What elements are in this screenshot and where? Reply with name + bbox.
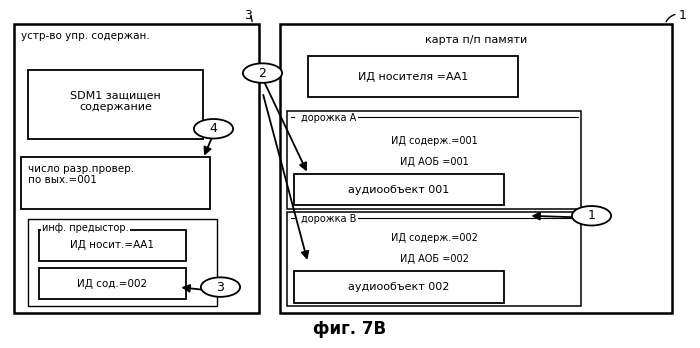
Bar xyxy=(38,230,186,261)
Bar xyxy=(28,219,217,306)
Text: устр-во упр. содержан.: устр-во упр. содержан. xyxy=(21,31,150,41)
Text: число разр.провер.
по вых.=001: число разр.провер. по вых.=001 xyxy=(28,164,134,185)
Text: карта п/п памяти: карта п/п памяти xyxy=(425,35,527,45)
Text: ИД АОБ =002: ИД АОБ =002 xyxy=(400,254,468,264)
Circle shape xyxy=(201,277,240,297)
Bar xyxy=(28,70,203,139)
Bar xyxy=(287,111,581,209)
Text: фиг. 7В: фиг. 7В xyxy=(314,319,386,338)
Bar xyxy=(280,24,672,313)
Text: 2: 2 xyxy=(258,66,267,80)
Bar xyxy=(14,24,259,313)
Text: 1: 1 xyxy=(587,209,596,222)
Bar xyxy=(308,56,518,97)
Text: ИД сод.=002: ИД сод.=002 xyxy=(77,279,147,288)
Text: инф. предыстор.: инф. предыстор. xyxy=(42,223,129,233)
Bar xyxy=(294,174,504,205)
Text: ИД носит.=АА1: ИД носит.=АА1 xyxy=(70,240,154,250)
Text: ИД АОБ =001: ИД АОБ =001 xyxy=(400,157,468,167)
Text: 4: 4 xyxy=(209,122,218,135)
Text: дорожка А: дорожка А xyxy=(301,113,356,123)
Text: 3: 3 xyxy=(216,280,225,294)
Bar xyxy=(294,271,504,303)
Text: 3: 3 xyxy=(244,9,253,22)
Text: дорожка В: дорожка В xyxy=(301,214,356,224)
Circle shape xyxy=(572,206,611,226)
Text: ИД содерж.=001: ИД содерж.=001 xyxy=(391,136,477,146)
Text: 1: 1 xyxy=(678,9,687,22)
Text: аудиообъект 001: аудиообъект 001 xyxy=(349,185,449,195)
Circle shape xyxy=(243,63,282,83)
Bar xyxy=(21,157,210,209)
Text: аудиообъект 002: аудиообъект 002 xyxy=(349,282,449,292)
Text: ИД содерж.=002: ИД содерж.=002 xyxy=(391,234,477,243)
Text: SDM1 защищен
содержание: SDM1 защищен содержание xyxy=(70,90,161,112)
Bar xyxy=(38,268,186,299)
Circle shape xyxy=(194,119,233,139)
Text: ИД носителя =АА1: ИД носителя =АА1 xyxy=(358,72,468,81)
Bar xyxy=(287,212,581,306)
